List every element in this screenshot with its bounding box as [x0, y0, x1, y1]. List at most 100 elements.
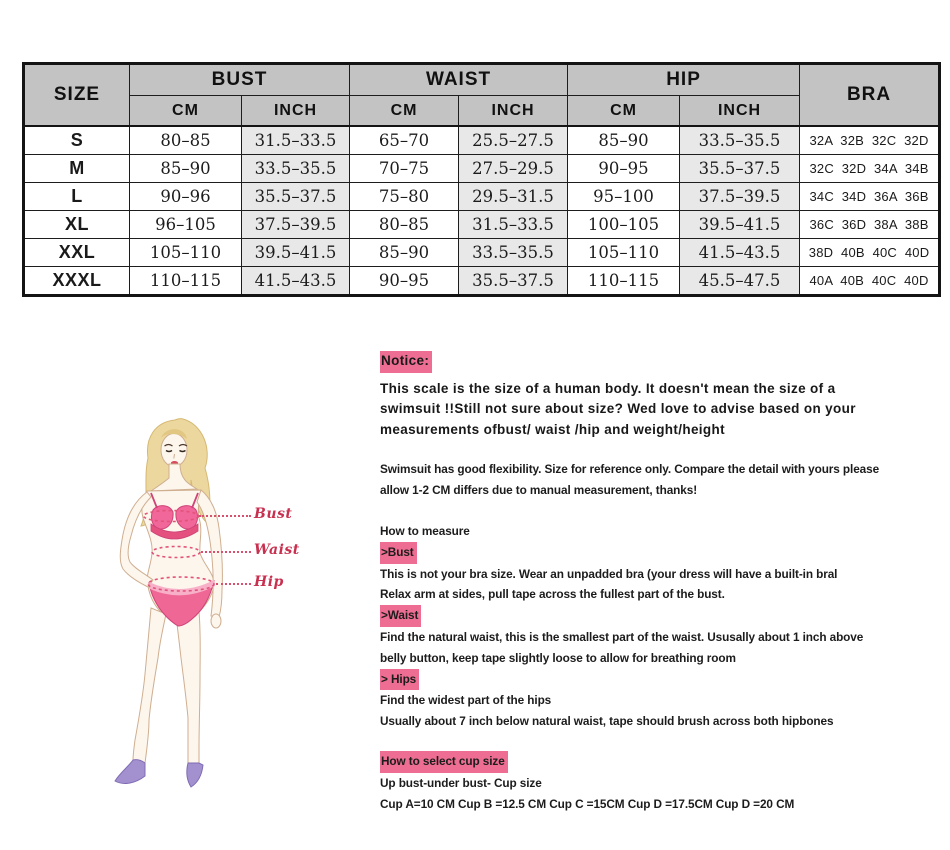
figure-left-arm — [119, 491, 154, 588]
waist-inch-cell: 25.5–27.5 — [458, 125, 569, 155]
size-cell: XL — [23, 210, 130, 239]
notice-heading-row: Notice: — [380, 351, 936, 373]
size-cell: L — [23, 182, 130, 211]
header-bust-cm: CM — [129, 95, 242, 127]
bra-cell: 34C 34D 36A 36B — [799, 182, 941, 211]
bust-section-heading-row: >Bust — [380, 541, 936, 564]
hip-cm-cell: 105–110 — [567, 238, 681, 267]
table-row-l: L 90–96 35.5–37.5 75–80 29.5–31.5 95–100… — [23, 182, 941, 211]
measurement-figure-area: Bust Waist Hip — [95, 418, 385, 818]
hip-label: Hip — [254, 574, 284, 590]
waist-section-heading-row: >Waist — [380, 605, 936, 627]
how-to-measure-title: How to measure — [380, 523, 470, 538]
hip-cm-cell: 90–95 — [567, 154, 681, 183]
header-hip-inch: INCH — [679, 95, 801, 127]
header-waist-inch: INCH — [458, 95, 569, 127]
bra-cell: 32C 32D 34A 34B — [799, 154, 941, 183]
waist-cm-cell: 65–70 — [349, 125, 460, 155]
header-hip-cm: CM — [567, 95, 681, 127]
hip-cm-cell: 85–90 — [567, 125, 681, 155]
hip-inch-cell: 37.5–39.5 — [679, 182, 801, 211]
bust-cm-cell: 90–96 — [129, 182, 242, 211]
cup-size-line: Cup A=10 CM Cup B =12.5 CM Cup C =15CM C… — [380, 796, 795, 811]
bra-cell: 32A 32B 32C 32D — [799, 125, 941, 155]
hip-inch-cell: 39.5–41.5 — [679, 210, 801, 239]
hip-cm-cell: 95–100 — [567, 182, 681, 211]
hip-cm-cell: 110–115 — [567, 266, 681, 296]
measurement-figure-illustration — [114, 418, 223, 788]
cup-size-title-row: How to select cup size — [380, 750, 936, 773]
figure-bikini-bottom-band — [149, 580, 215, 596]
bust-cm-cell: 110–115 — [129, 266, 242, 296]
hip-measure-line — [216, 583, 251, 585]
info-column: Notice: This scale is the size of a huma… — [380, 351, 936, 814]
figure-right-arm — [196, 489, 223, 618]
bust-cm-cell: 85–90 — [129, 154, 242, 183]
waist-section-heading: >Waist — [380, 605, 422, 627]
waist-instruction-line: Find the natural waist, this is the smal… — [380, 629, 864, 644]
waist-measure-line — [201, 551, 251, 553]
figure-bikini-top-band — [150, 523, 199, 540]
figure-nose — [173, 453, 175, 459]
hip-tape-ellipse — [147, 576, 215, 592]
hip-inch-cell: 41.5–43.5 — [679, 238, 801, 267]
bust-instruction-line: This is not your bra size. Wear an unpad… — [380, 566, 838, 581]
waist-cm-cell: 90–95 — [349, 266, 460, 296]
table-row-xl: XL 96–105 37.5–39.5 80–85 31.5–33.5 100–… — [23, 210, 941, 239]
table-row-xxl: XXL 105–110 39.5–41.5 85–90 33.5–35.5 10… — [23, 238, 941, 267]
figure-left-leg — [132, 607, 167, 764]
size-cell: M — [23, 154, 130, 183]
bust-inch-cell: 33.5–35.5 — [240, 154, 351, 183]
hip-inch-cell: 33.5–35.5 — [679, 125, 801, 155]
bust-inch-cell: 35.5–37.5 — [240, 182, 351, 211]
header-bra: BRA — [799, 63, 941, 127]
bust-measure-line — [199, 515, 251, 517]
waist-instruction-line: belly button, keep tape slightly loose t… — [380, 650, 736, 665]
waist-tape-ellipse — [151, 545, 201, 559]
figure-right-hand — [210, 613, 222, 629]
header-waist-cm: CM — [349, 95, 460, 127]
size-cell: XXXL — [23, 266, 130, 296]
waist-cm-cell: 80–85 — [349, 210, 460, 239]
figure-right-leg — [175, 611, 201, 764]
table-row-xxxl: XXXL 110–115 41.5–43.5 90–95 35.5–37.5 1… — [23, 266, 941, 296]
header-size: SIZE — [23, 63, 130, 127]
size-cell: XXL — [23, 238, 130, 267]
header-hip: HIP — [567, 63, 801, 96]
waist-cm-cell: 85–90 — [349, 238, 460, 267]
hips-section-heading-row: > Hips — [380, 668, 936, 691]
bust-cm-cell: 96–105 — [129, 210, 242, 239]
header-waist: WAIST — [349, 63, 569, 96]
bust-tape-ellipse — [142, 509, 200, 523]
hip-inch-cell: 45.5–47.5 — [679, 266, 801, 296]
bra-cell: 40A 40B 40C 40D — [799, 266, 941, 296]
figure-right-shoe — [186, 762, 204, 788]
waist-cm-cell: 75–80 — [349, 182, 460, 211]
notice-line: This scale is the size of a human body. … — [380, 380, 836, 396]
flexibility-note-line: Swimsuit has good flexibility. Size for … — [380, 462, 880, 477]
figure-eyebrows — [164, 443, 188, 447]
waist-cm-cell: 70–75 — [349, 154, 460, 183]
notice-heading: Notice: — [380, 351, 433, 373]
flexibility-note-line: allow 1-2 CM differs due to manual measu… — [380, 483, 698, 498]
bust-cm-cell: 80–85 — [129, 125, 242, 155]
bust-section-heading: >Bust — [380, 541, 417, 564]
notice-line: swimsuit !!Still not sure about size? We… — [380, 401, 856, 417]
hip-cm-cell: 100–105 — [567, 210, 681, 239]
bust-label: Bust — [254, 506, 293, 522]
bust-inch-cell: 41.5–43.5 — [240, 266, 351, 296]
header-bust: BUST — [128, 63, 351, 96]
size-cell: S — [23, 125, 130, 155]
figure-eyes — [165, 449, 186, 453]
bra-cell: 36C 36D 38A 38B — [799, 210, 941, 239]
hip-inch-cell: 35.5–37.5 — [679, 154, 801, 183]
cup-size-line: Up bust-under bust- Cup size — [380, 775, 542, 790]
waist-inch-cell: 33.5–35.5 — [458, 238, 569, 267]
bust-instruction-line: Relax arm at sides, pull tape across the… — [380, 587, 725, 602]
waist-label: Waist — [254, 542, 300, 558]
header-bust-inch: INCH — [240, 95, 351, 127]
figure-bikini-straps — [150, 492, 199, 509]
figure-bangs — [161, 429, 187, 439]
hips-section-heading: > Hips — [380, 668, 420, 691]
